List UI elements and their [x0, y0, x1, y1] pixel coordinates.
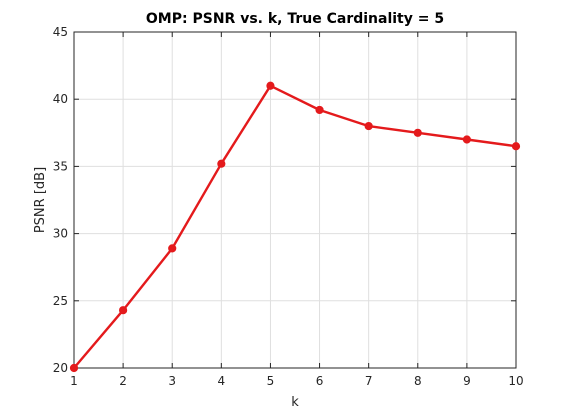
data-point — [69, 363, 79, 373]
plot-area-border — [73, 31, 517, 369]
y-tick-label: 35 — [53, 159, 68, 173]
x-tick-label: 9 — [463, 374, 471, 388]
data-point — [511, 142, 521, 151]
x-tick-label: 4 — [218, 374, 226, 388]
y-axis-label: PSNR [dB] — [33, 167, 48, 233]
series — [69, 81, 521, 373]
y-tick-label: 45 — [53, 25, 68, 39]
y-tick-label: 30 — [53, 227, 68, 241]
y-tick-label: 40 — [53, 92, 68, 106]
y-tick-label: 25 — [53, 294, 68, 308]
x-tick-label: 7 — [365, 374, 373, 388]
axes — [73, 31, 517, 369]
data-point — [364, 121, 373, 131]
x-tick-label: 10 — [508, 374, 523, 388]
x-tick-label: 8 — [414, 374, 422, 388]
x-tick-label: 6 — [316, 374, 324, 388]
grid — [73, 31, 517, 369]
data-point — [168, 244, 177, 253]
y-tick-label: 20 — [53, 361, 68, 375]
x-tick-label: 1 — [70, 374, 78, 388]
x-tick-label: 5 — [267, 374, 275, 388]
chart-title: OMP: PSNR vs. k, True Cardinality = 5 — [146, 11, 444, 27]
data-point — [462, 135, 471, 144]
data-point — [119, 306, 128, 315]
data-point — [217, 159, 226, 168]
x-axis-label: k — [291, 395, 299, 410]
series-line — [73, 84, 517, 369]
data-point — [315, 105, 324, 115]
x-tick-label: 2 — [119, 374, 127, 388]
x-tick-label: 3 — [168, 374, 176, 388]
data-point — [413, 128, 422, 137]
data-point — [266, 81, 275, 90]
